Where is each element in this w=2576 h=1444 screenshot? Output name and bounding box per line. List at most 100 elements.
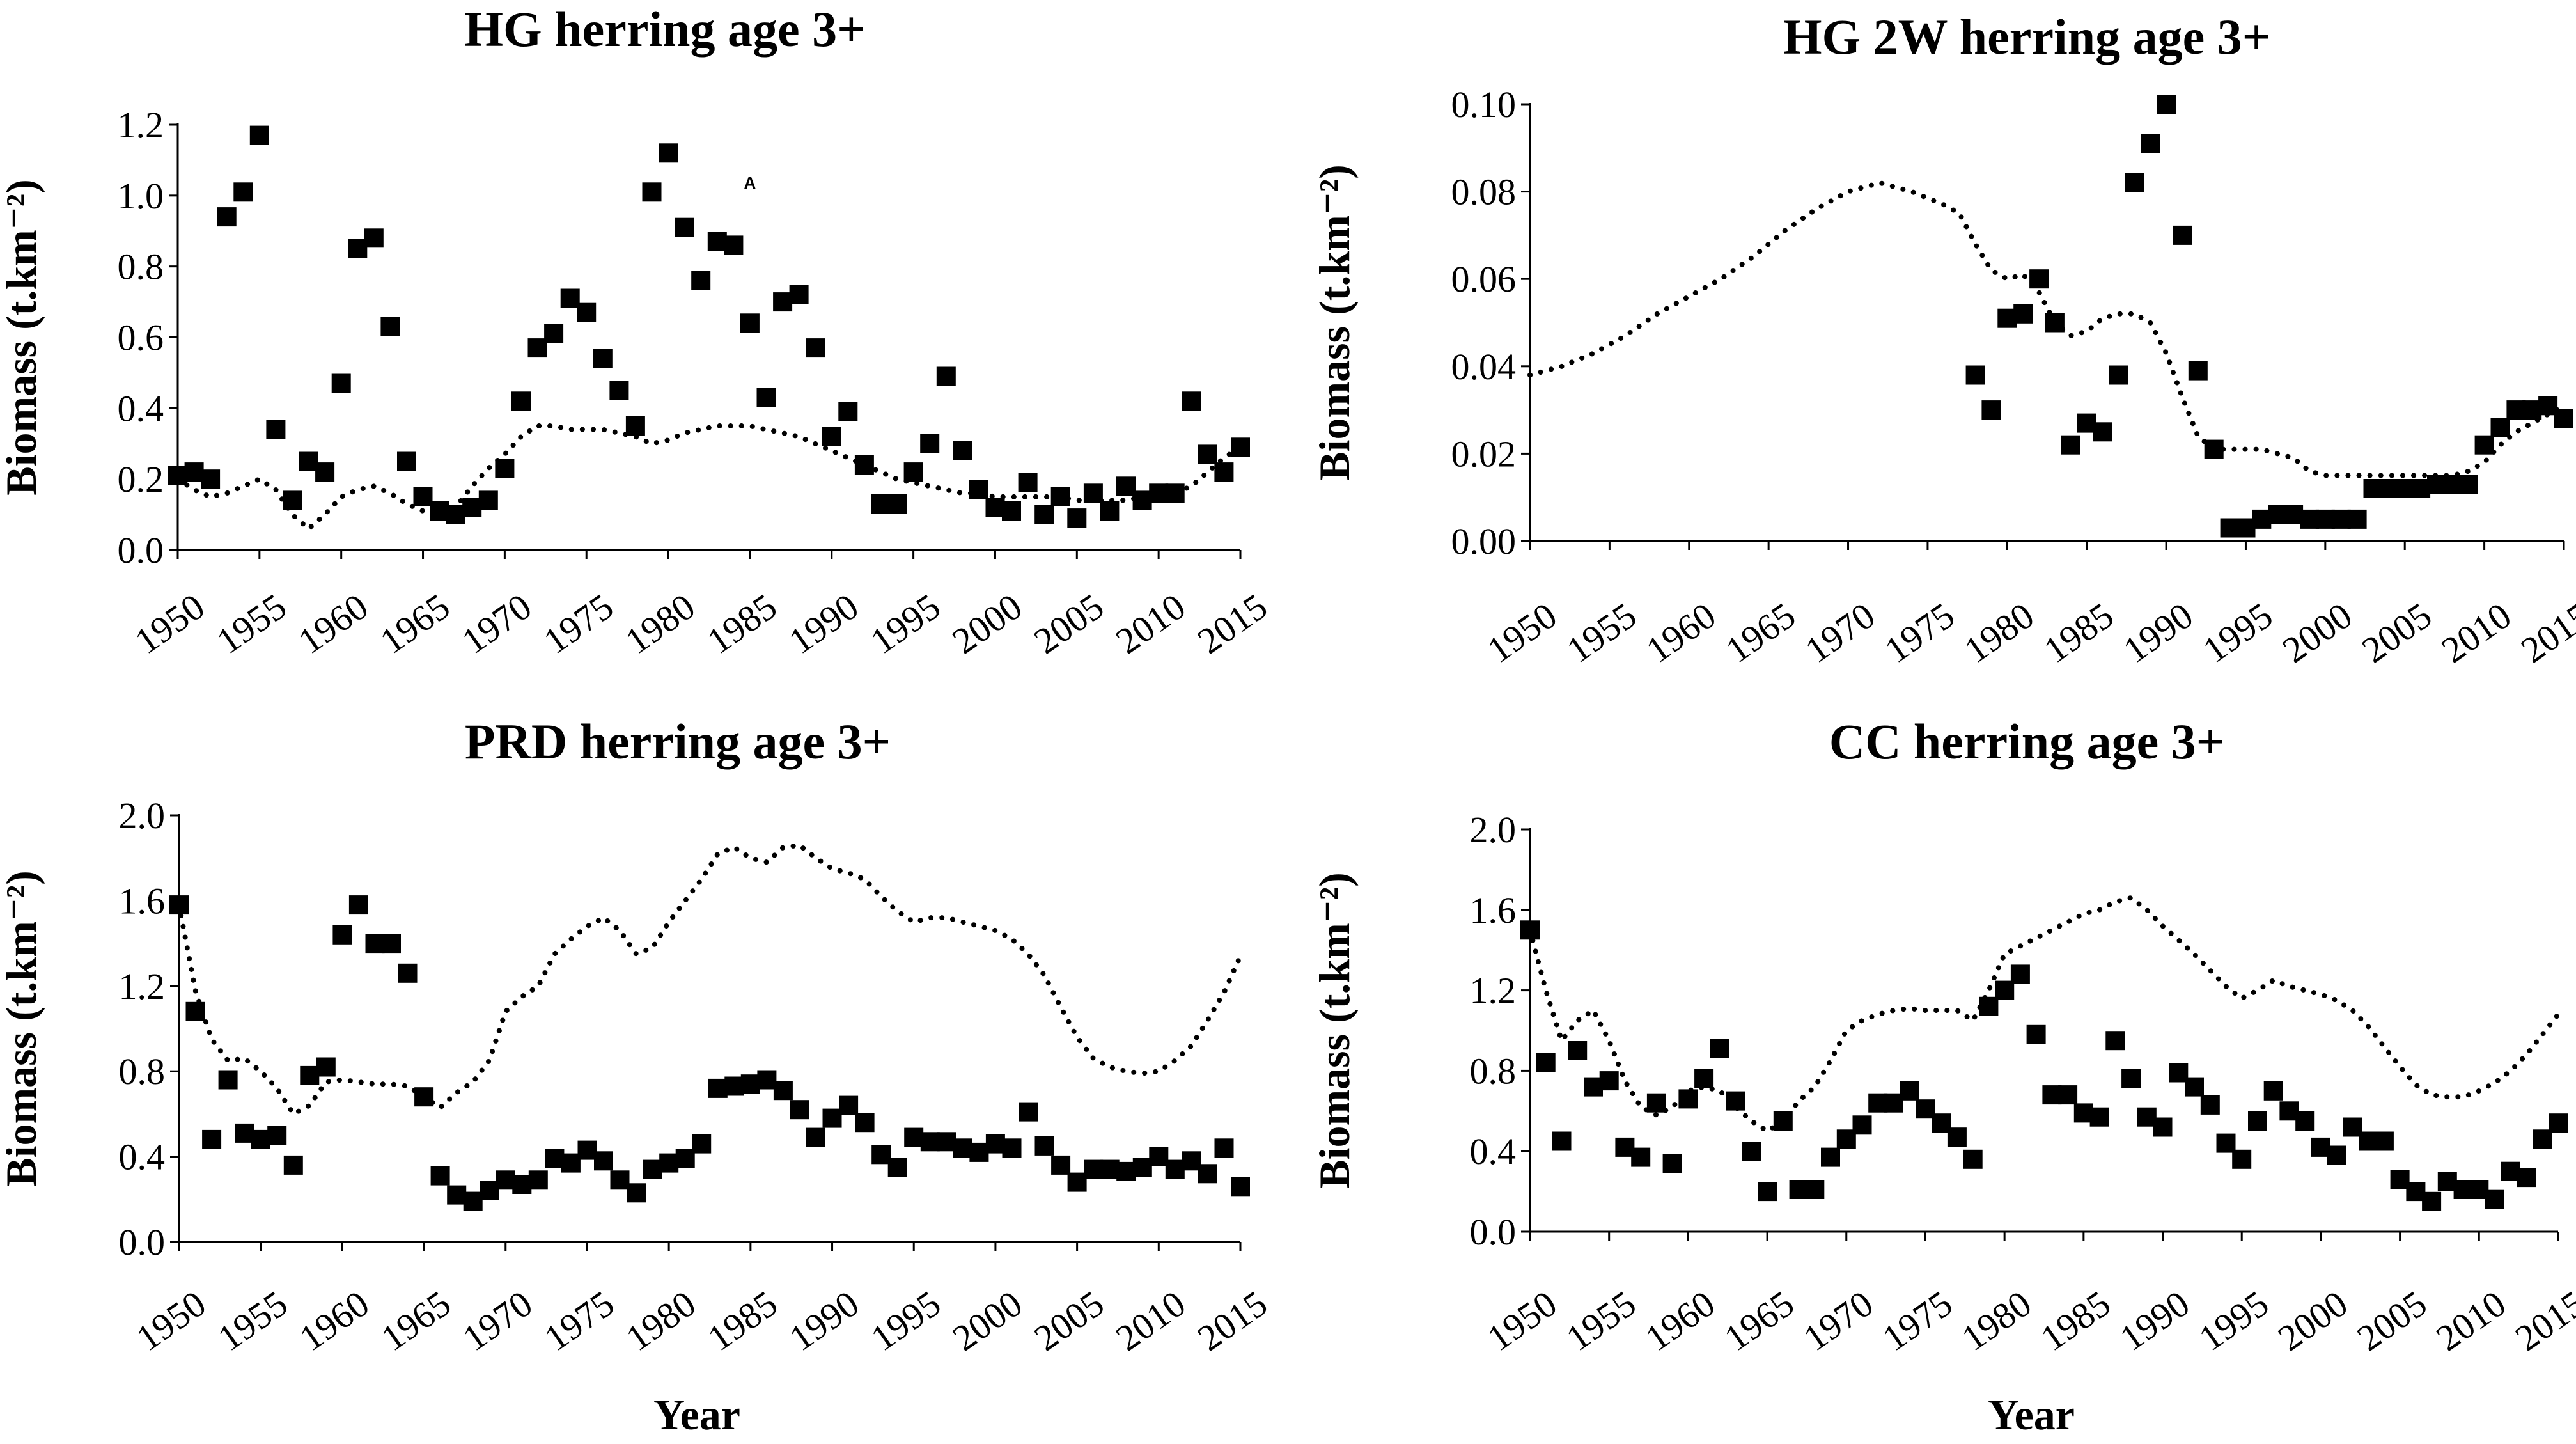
- data-point: [740, 313, 760, 333]
- data-point: [480, 1181, 499, 1200]
- data-point: [822, 1108, 842, 1128]
- x-axis-label: Year: [653, 1390, 740, 1439]
- y-tick-label: 0.2: [118, 459, 164, 500]
- x-tick-label: 2005: [1027, 1282, 1111, 1359]
- data-point: [315, 462, 335, 482]
- data-point: [2029, 269, 2049, 289]
- x-tick-label: 1955: [1559, 1282, 1643, 1359]
- data-point: [512, 1175, 532, 1194]
- data-point: [2058, 1085, 2078, 1105]
- data-point: [2517, 1168, 2536, 1188]
- data-point: [202, 1129, 222, 1149]
- y-tick-label: 2.0: [119, 795, 166, 836]
- data-point: [2013, 304, 2033, 324]
- x-tick-label: 1995: [863, 1282, 948, 1359]
- data-point: [235, 1123, 254, 1143]
- x-tick-label: 1985: [2033, 1282, 2118, 1359]
- data-point: [2089, 1107, 2109, 1127]
- data-point: [675, 1149, 695, 1168]
- data-point: [659, 143, 678, 163]
- x-tick-label: 1970: [455, 585, 539, 662]
- data-point: [1726, 1091, 1745, 1111]
- chart-title: HG 2W herring age 3+: [1783, 9, 2270, 65]
- data-point: [937, 1132, 956, 1152]
- data-point: [953, 441, 972, 460]
- data-point: [560, 288, 580, 308]
- x-tick-label: 1995: [2196, 594, 2280, 671]
- data-point: [2458, 475, 2478, 494]
- data-point: [233, 182, 253, 202]
- y-tick-label: 0.6: [118, 317, 164, 359]
- data-point: [724, 1076, 744, 1096]
- data-point: [1050, 487, 1070, 506]
- data-point: [1981, 400, 2001, 420]
- data-point: [773, 1081, 793, 1101]
- x-tick-label: 1950: [1479, 594, 1564, 671]
- data-point: [2061, 435, 2080, 455]
- x-tick-label: 1965: [373, 585, 457, 662]
- data-point: [300, 1065, 320, 1085]
- data-point: [577, 1140, 597, 1160]
- x-tick-label: 2010: [1108, 585, 1192, 662]
- data-point: [1165, 483, 1185, 503]
- data-point: [413, 487, 433, 506]
- data-point: [920, 1132, 940, 1152]
- data-point: [904, 1127, 924, 1147]
- y-tick-label: 1.2: [119, 966, 166, 1007]
- x-tick-label: 1950: [1479, 1282, 1564, 1359]
- x-tick-label: 1990: [2112, 1282, 2197, 1359]
- data-point: [169, 895, 189, 915]
- data-point: [740, 1074, 760, 1094]
- data-point: [1662, 1154, 1682, 1173]
- data-point: [398, 963, 418, 983]
- data-point: [316, 1057, 336, 1077]
- x-tick-label: 1995: [863, 585, 948, 662]
- data-point: [1214, 1138, 1234, 1158]
- x-tick-label: 2005: [2354, 594, 2439, 671]
- x-tick-label: 1950: [127, 585, 212, 662]
- data-point: [806, 1127, 825, 1147]
- data-point: [299, 451, 318, 471]
- data-point: [397, 451, 416, 471]
- data-point: [2263, 1081, 2283, 1101]
- data-point: [365, 934, 385, 954]
- data-point: [185, 1001, 205, 1021]
- x-tick-label: 1960: [292, 1282, 377, 1359]
- y-tick-label: 2.0: [1470, 809, 1517, 851]
- data-point: [1231, 437, 1250, 457]
- model-series-line: [176, 842, 1243, 1118]
- data-point: [430, 1166, 450, 1186]
- data-point: [1002, 501, 1021, 521]
- data-point: [249, 125, 269, 145]
- data-point: [2422, 1191, 2442, 1211]
- y-tick-label: 0.0: [118, 530, 164, 571]
- data-point: [2153, 1117, 2173, 1137]
- data-point: [1678, 1089, 1698, 1109]
- data-point: [2157, 95, 2176, 114]
- data-point: [364, 228, 384, 248]
- data-point: [708, 1078, 728, 1098]
- data-point: [1568, 1041, 1588, 1060]
- data-point: [2327, 1145, 2346, 1165]
- x-tick-label: 1975: [536, 585, 620, 662]
- data-point: [2490, 418, 2510, 437]
- data-point: [1694, 1069, 1714, 1088]
- x-tick-label: 2000: [945, 585, 1029, 662]
- data-point: [430, 501, 449, 521]
- y-tick-label: 0.02: [1451, 433, 1517, 475]
- data-point: [887, 494, 907, 514]
- data-point: [201, 469, 221, 489]
- data-point: [1214, 462, 1234, 482]
- x-tick-label: 2015: [2513, 594, 2576, 671]
- x-tick-label: 2015: [2508, 1282, 2576, 1359]
- data-point: [2554, 409, 2573, 428]
- data-point: [2200, 1095, 2220, 1115]
- data-point: [1198, 1164, 1217, 1184]
- data-point: [1646, 1093, 1666, 1113]
- data-point: [1067, 1172, 1087, 1192]
- x-tick-label: 2015: [1190, 1282, 1274, 1359]
- data-point: [184, 462, 204, 482]
- data-point: [528, 1170, 548, 1190]
- data-point: [1742, 1142, 1761, 1161]
- data-point: [2533, 1129, 2552, 1149]
